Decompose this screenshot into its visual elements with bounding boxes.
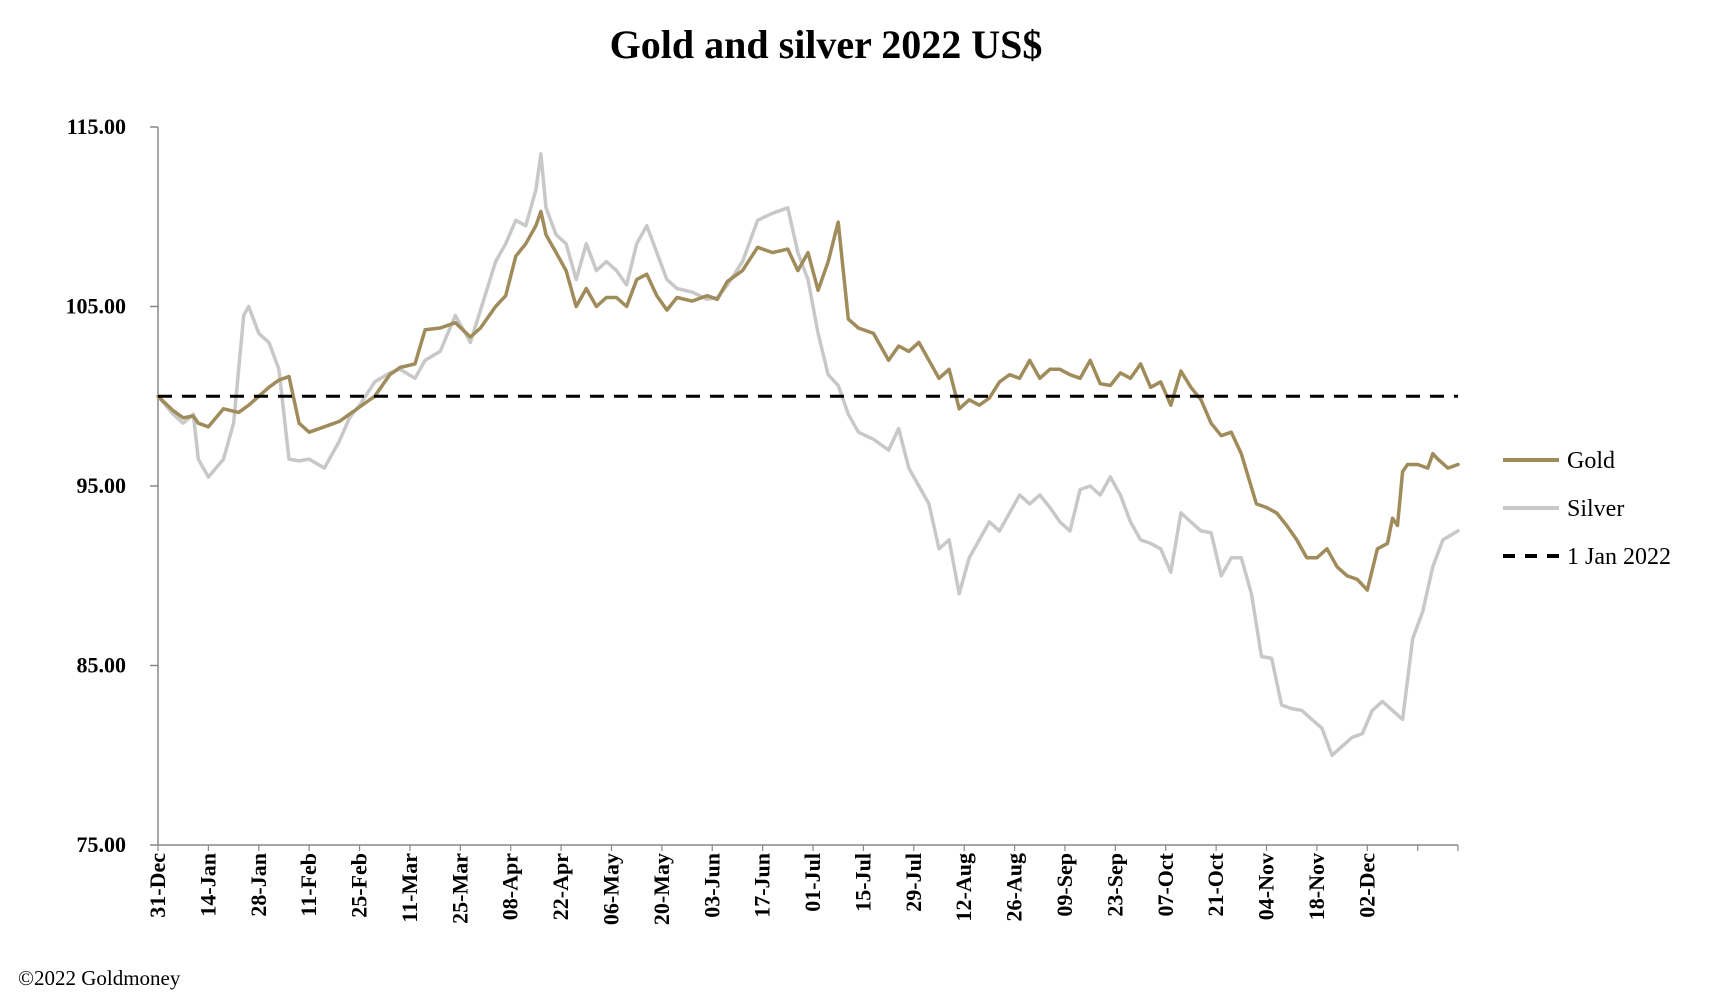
y-tick-label: 95.00 (77, 473, 127, 498)
x-tick-label: 11-Mar (397, 853, 422, 923)
y-tick-label: 115.00 (67, 114, 126, 139)
x-tick-label: 03-Jun (699, 853, 724, 918)
y-tick-label: 85.00 (77, 653, 127, 678)
x-tick-label: 11-Feb (296, 853, 321, 917)
x-tick-label: 01-Jul (800, 853, 825, 912)
x-tick-label: 22-Apr (548, 853, 573, 920)
x-tick-label: 07-Oct (1153, 852, 1178, 916)
x-tick-label: 25-Feb (347, 853, 372, 918)
x-tick-label: 06-May (598, 853, 623, 925)
x-tick-label: 09-Sep (1052, 853, 1077, 917)
legend-label: 1 Jan 2022 (1567, 544, 1671, 570)
axes: 75.00 85.00 95.00 105.00 115.00 31-Dec 14-Jan 2… (66, 114, 1459, 925)
x-tick-label: 25-Mar (447, 853, 472, 924)
legend-label: Gold (1567, 448, 1615, 474)
x-tick-label: 31-Dec (145, 853, 170, 918)
plot-area (156, 152, 1460, 758)
series-line-gold (156, 209, 1460, 592)
y-tick-label: 75.00 (77, 832, 127, 857)
x-tick-label: 26-Aug (1002, 853, 1027, 921)
x-tick-label: 02-Dec (1354, 853, 1379, 918)
copyright-text: ©2022 Goldmoney (18, 966, 181, 990)
x-tick-label: 17-Jun (750, 853, 775, 918)
x-tick-label: 23-Sep (1102, 853, 1127, 917)
x-tick-label: 04-Nov (1254, 853, 1279, 920)
legend-label: Silver (1567, 496, 1624, 522)
series-line-silver (156, 152, 1460, 758)
chart-title: Gold and silver 2022 US$ (610, 22, 1043, 67)
x-tick-label: 08-Apr (498, 853, 523, 920)
x-tick-label: 20-May (649, 853, 674, 925)
x-tick-label: 28-Jan (246, 853, 271, 917)
x-tick-label: 29-Jul (901, 853, 926, 912)
x-tick-label: 15-Jul (850, 853, 875, 912)
x-tick-label: 18-Nov (1304, 853, 1329, 920)
x-tick-label: 12-Aug (951, 853, 976, 921)
legend: Gold Silver 1 Jan 2022 (1503, 448, 1671, 570)
y-tick-label: 105.00 (66, 294, 127, 319)
x-tick-label: 21-Oct (1203, 852, 1228, 916)
x-tick-label: 14-Jan (195, 853, 220, 917)
